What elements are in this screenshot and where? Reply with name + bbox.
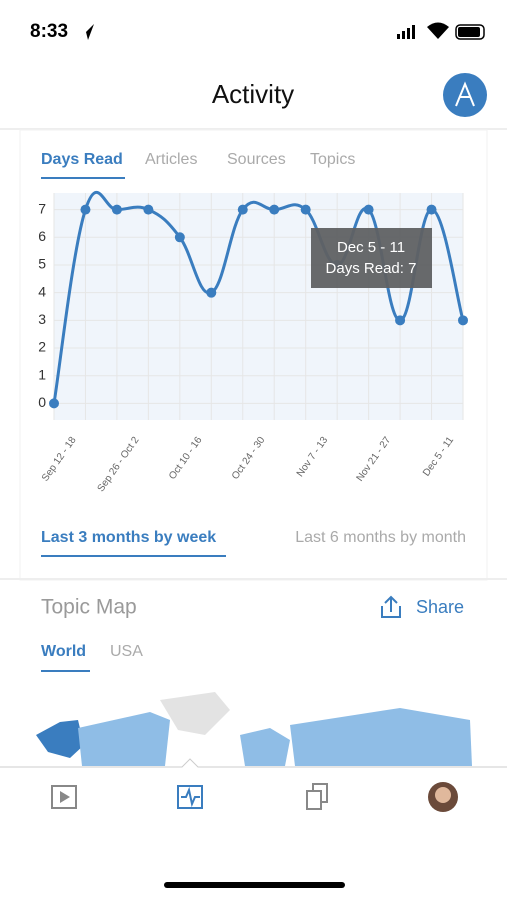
point[interactable] [395, 315, 406, 326]
point[interactable] [49, 398, 59, 409]
nav-icons [51, 782, 458, 812]
range-tab[interactable]: Last 3 months by week [41, 529, 216, 546]
point[interactable] [174, 232, 185, 243]
y-tick-label: 5 [38, 256, 46, 272]
share-icon[interactable] [381, 595, 401, 618]
tooltip-body: Days Read: 7 [326, 260, 417, 277]
point[interactable] [458, 315, 468, 326]
world-map [36, 692, 472, 766]
point[interactable] [206, 287, 217, 298]
point[interactable] [80, 204, 91, 215]
y-tick-label: 7 [38, 200, 46, 216]
status-time: 8:33 [30, 21, 68, 42]
chart-tab[interactable]: Topics [310, 151, 355, 168]
map-tab[interactable]: World [41, 643, 86, 660]
chart-tab[interactable]: Sources [227, 151, 286, 168]
tab-underline [41, 177, 125, 179]
y-tick-label: 3 [38, 311, 46, 327]
y-tick-label: 4 [38, 283, 46, 299]
tab-bar [0, 766, 507, 900]
chart-tab[interactable]: Days Read [41, 151, 123, 168]
point[interactable] [237, 204, 248, 215]
point[interactable] [143, 204, 154, 215]
chart-tab[interactable]: Articles [145, 151, 197, 168]
point[interactable] [363, 204, 374, 215]
topic-map-title: Topic Map [41, 596, 137, 619]
point[interactable] [111, 204, 122, 215]
home-indicator [164, 882, 345, 888]
header-title: Activity [212, 79, 294, 109]
section-divider [0, 578, 507, 580]
plot-area [54, 193, 463, 420]
location-icon [80, 24, 94, 40]
range-tab[interactable]: Last 6 months by month [295, 529, 466, 546]
point[interactable] [269, 204, 280, 215]
header-divider [0, 128, 507, 130]
tooltip-title: Dec 5 - 11 [337, 239, 405, 256]
map-tab[interactable]: USA [110, 643, 143, 660]
point[interactable] [426, 204, 437, 215]
point[interactable] [300, 204, 311, 215]
tooltip [311, 228, 432, 288]
share-button[interactable]: Share [416, 597, 464, 617]
range-underline [41, 555, 226, 557]
y-tick-label: 1 [38, 366, 46, 382]
logo-button[interactable] [443, 73, 487, 117]
tab-bar-border [0, 758, 507, 768]
y-tick-label: 0 [38, 394, 46, 410]
y-tick-label: 6 [38, 228, 46, 244]
map-tab-underline [41, 670, 90, 672]
logo-icon [455, 81, 475, 107]
status-icons [397, 22, 485, 40]
y-tick-label: 2 [38, 339, 46, 355]
